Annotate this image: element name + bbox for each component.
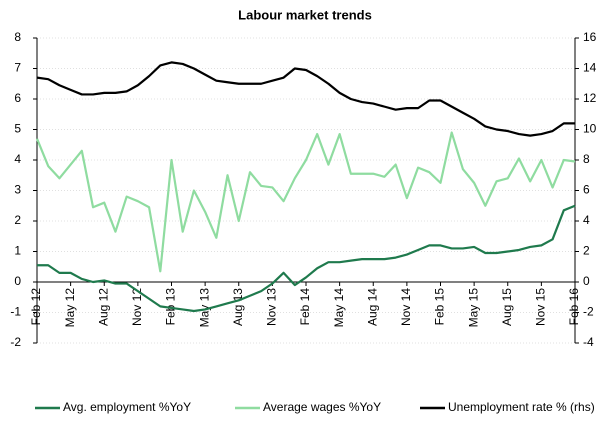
series-line: [35, 131, 576, 273]
x-tick-label: Aug 13: [231, 288, 245, 326]
series-line: [37, 204, 576, 313]
y2-tick-label: 12: [583, 91, 597, 105]
x-tick-label: Aug 12: [96, 288, 110, 326]
y2-tick-label: -2: [583, 305, 594, 319]
y-tick-label: 2: [14, 213, 21, 227]
y-tick-label: 6: [14, 91, 21, 105]
y-tick-label: 7: [14, 61, 21, 75]
y2-tick-label: 2: [583, 244, 590, 258]
y2-tick-label: 8: [583, 152, 590, 166]
x-tick-label: Feb 15: [433, 288, 447, 326]
x-tick-label: Nov 14: [399, 288, 413, 326]
y-tick-label: -2: [10, 335, 21, 349]
y2-tick-label: 10: [583, 122, 597, 136]
x-tick-label: Nov 15: [534, 288, 548, 326]
x-tick-label: Aug 15: [500, 288, 514, 326]
x-tick-label: May 14: [332, 288, 346, 328]
x-tick-label: May 12: [63, 288, 77, 328]
y-tick-label: 0: [14, 274, 21, 288]
y2-tick-label: 4: [583, 213, 590, 227]
y2-tick-label: -4: [583, 335, 594, 349]
y-tick-label: -1: [10, 305, 21, 319]
y2-tick-label: 6: [583, 183, 590, 197]
x-tick-label: Nov 13: [265, 288, 279, 326]
x-tick-label: Feb 16: [567, 288, 581, 326]
chart-title: Labour market trends: [238, 7, 372, 22]
x-tick-label: Nov 12: [130, 288, 144, 326]
x-tick-label: Feb 12: [29, 288, 43, 326]
x-tick-label: Aug 14: [365, 288, 379, 326]
y-tick-label: 1: [14, 244, 21, 258]
x-tick-label: Feb 13: [164, 288, 178, 326]
y2-tick-label: 0: [583, 274, 590, 288]
x-tick-label: Feb 14: [298, 288, 312, 326]
y2-tick-label: 14: [583, 61, 597, 75]
y-tick-label: 3: [14, 183, 21, 197]
legend-label: Avg. employment %YoY: [63, 400, 191, 414]
y-tick-label: 8: [14, 30, 21, 44]
y-tick-label: 5: [14, 122, 21, 136]
y-tick-label: 4: [14, 152, 21, 166]
y2-tick-label: 16: [583, 30, 597, 44]
legend-label: Average wages %YoY: [263, 400, 381, 414]
x-tick-label: May 13: [197, 288, 211, 328]
series-line: [36, 61, 575, 137]
legend-label: Unemployment rate % (rhs): [448, 400, 595, 414]
x-tick-label: May 15: [466, 288, 480, 328]
